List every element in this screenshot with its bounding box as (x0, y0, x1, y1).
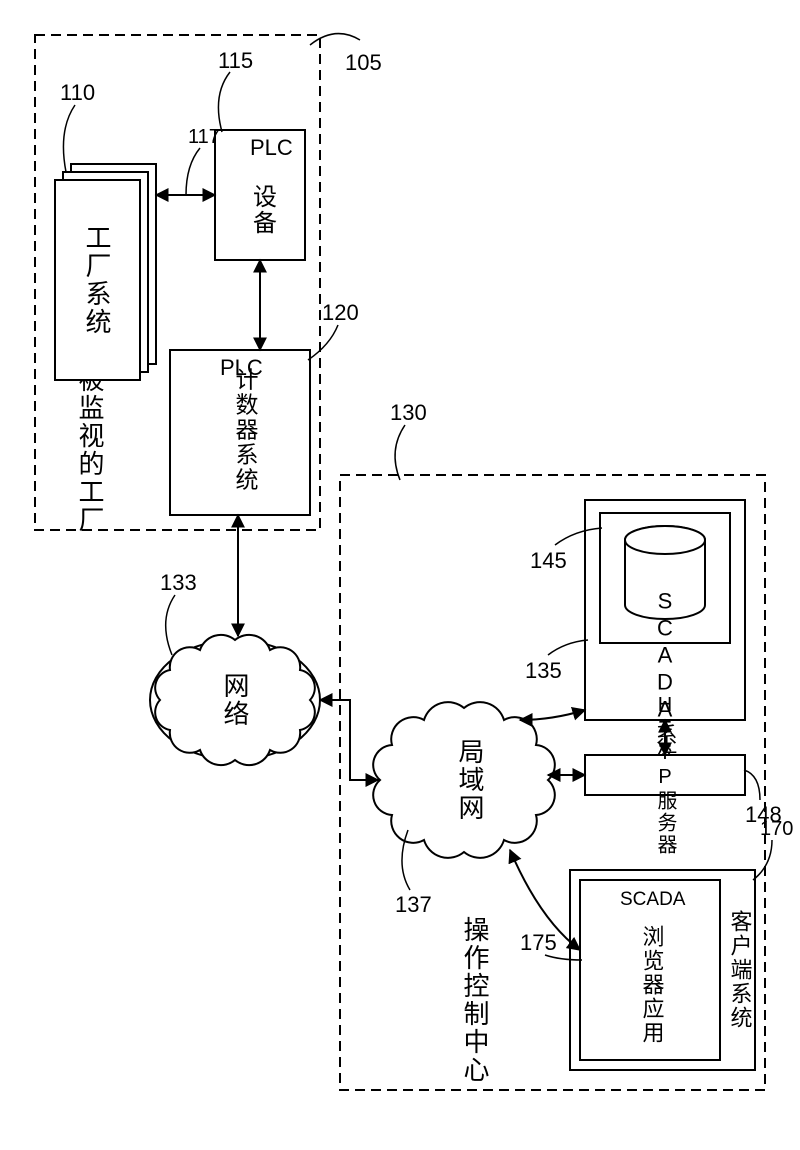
leader-130 (395, 425, 405, 480)
plc-equipment-label-1: PLC (250, 135, 293, 160)
plant-group-label: 被监视的工厂 (75, 366, 105, 534)
plc-counter-label-2: 计数器系统 (232, 368, 259, 493)
ops-group-label: 操作控制中心 (460, 916, 490, 1084)
leader-105 (310, 34, 360, 45)
ref-170: 170 (760, 818, 793, 840)
ref-110: 110 (60, 80, 95, 105)
ref-137: 137 (395, 892, 432, 917)
leader-120 (308, 325, 338, 360)
client-system-label: 客户端系统 (728, 910, 753, 1030)
conn-lan-scada (520, 710, 585, 720)
plant-systems-label: 工厂系统 (82, 224, 112, 336)
ref-175: 175 (520, 930, 557, 955)
network-cloud-label: 网络 (220, 672, 250, 728)
browser-app-label-2: 浏览器应用 (640, 925, 665, 1045)
ref-145: 145 (530, 548, 567, 573)
http-server-label: HTTP服务器 (654, 694, 677, 856)
ref-120: 120 (322, 300, 359, 325)
lan-cloud-label: 局域网 (455, 738, 485, 822)
leader-117 (186, 148, 200, 195)
ref-115: 115 (218, 48, 253, 73)
ref-133: 133 (160, 570, 197, 595)
leader-148 (744, 770, 760, 800)
ref-135: 135 (525, 658, 562, 683)
ref-105: 105 (345, 50, 382, 75)
ref-117: 117 (188, 126, 220, 148)
leader-110 (63, 105, 75, 172)
leader-135 (548, 640, 588, 655)
ref-130: 130 (390, 400, 427, 425)
conn-network-lan (320, 700, 378, 780)
browser-app-label-1: SCADA (620, 889, 686, 910)
plc-equipment-label-2: 设备 (249, 184, 277, 236)
leader-115 (218, 72, 230, 132)
leader-133 (166, 595, 175, 655)
